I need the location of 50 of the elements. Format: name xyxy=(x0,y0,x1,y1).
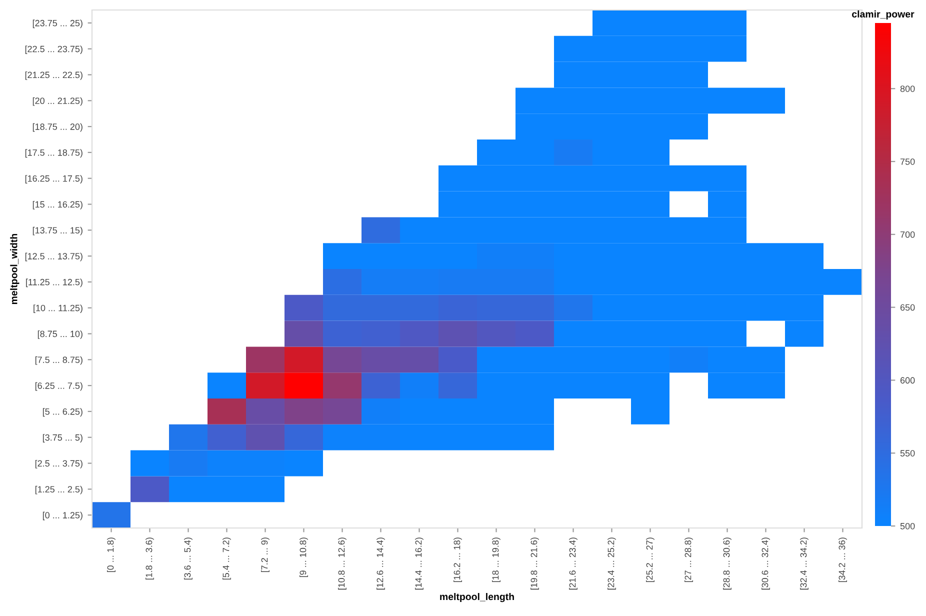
x-tick-label: [14.4 ... 16.2) xyxy=(415,538,424,590)
color-bar-label: 500 xyxy=(900,522,915,530)
x-tick-label: [7.2 ... 9) xyxy=(261,538,270,572)
x-tick-label: [34.2 ... 36) xyxy=(838,538,847,582)
color-bar-title: clamir_power xyxy=(852,10,914,20)
x-tick-label: [16.2 ... 18) xyxy=(454,538,462,582)
y-tick-label: [13.75 ... 15) xyxy=(32,226,82,236)
x-tick-label: [21.6 ... 23.4) xyxy=(569,538,578,590)
y-tick-label: [2.5 ... 3.75) xyxy=(35,460,82,468)
y-tick-label: [8.75 ... 10) xyxy=(38,330,82,339)
x-axis-title: meltpool_length xyxy=(440,592,514,602)
y-tick-label: [5 ... 6.25) xyxy=(42,408,82,417)
y-axis-title: meltpool_width xyxy=(10,234,20,304)
color-bar-label: 700 xyxy=(900,231,915,238)
y-tick-label: [20 ... 21.25) xyxy=(32,97,82,106)
x-tick-label: [27 ... 28.8) xyxy=(684,538,693,582)
y-tick-label: [11.25 ... 12.5) xyxy=(26,278,82,288)
y-tick-label: [7.5 ... 8.75) xyxy=(35,356,82,365)
y-tick-label: [17.5 ... 18.75) xyxy=(25,149,82,158)
x-tick-label: [23.4 ... 25.2) xyxy=(608,538,616,590)
x-tick-label: [0 ... 1.8) xyxy=(107,538,116,572)
x-tick-label: [18 ... 19.8) xyxy=(492,538,500,582)
y-tick-label: [23.75 ... 25) xyxy=(32,20,82,28)
x-tick-label: [25.2 ... 27) xyxy=(646,538,654,582)
y-tick-label: [16.25 ... 17.5) xyxy=(25,175,82,184)
x-tick-label: [10.8 ... 12.6) xyxy=(338,538,346,590)
x-tick-label: [3.6 ... 5.4) xyxy=(184,538,192,580)
color-bar-label: 600 xyxy=(900,377,915,384)
y-tick-label: [3.75 ... 5) xyxy=(42,434,82,442)
y-tick-label: [21.25 ... 22.5) xyxy=(25,71,82,80)
x-tick-label: [5.4 ... 7.2) xyxy=(222,538,231,580)
x-tick-label: [32.4 ... 34.2) xyxy=(800,538,808,590)
x-tick-label: [19.8 ... 21.6) xyxy=(530,538,539,590)
y-tick-label: [0 ... 1.25) xyxy=(42,512,82,520)
y-tick-label: [1.25 ... 2.5) xyxy=(35,486,82,494)
color-bar-label: 650 xyxy=(900,304,915,311)
y-tick-label: [18.75 ... 20) xyxy=(32,123,82,132)
x-tick-label: [28.8 ... 30.6) xyxy=(723,538,732,590)
x-tick-label: [1.8 ... 3.6) xyxy=(146,538,154,580)
x-tick-label: [30.6 ... 32.4) xyxy=(762,538,770,590)
y-tick-label: [6.25 ... 7.5) xyxy=(35,382,82,391)
color-bar-label: 550 xyxy=(900,450,915,456)
x-tick-label: [12.6 ... 14.4) xyxy=(376,538,385,590)
y-tick-label: [15 ... 16.25) xyxy=(32,200,82,210)
color-bar-label: 750 xyxy=(900,158,915,165)
y-tick-label: [10 ... 11.25) xyxy=(34,304,82,313)
y-tick-label: [22.5 ... 23.75) xyxy=(25,46,82,54)
x-tick-label: [9 ... 10.8) xyxy=(300,538,308,578)
color-bar-label: 800 xyxy=(900,86,915,92)
y-tick-label: [12.5 ... 13.75) xyxy=(25,252,82,262)
